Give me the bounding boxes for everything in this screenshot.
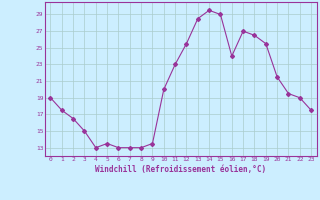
X-axis label: Windchill (Refroidissement éolien,°C): Windchill (Refroidissement éolien,°C) <box>95 165 266 174</box>
